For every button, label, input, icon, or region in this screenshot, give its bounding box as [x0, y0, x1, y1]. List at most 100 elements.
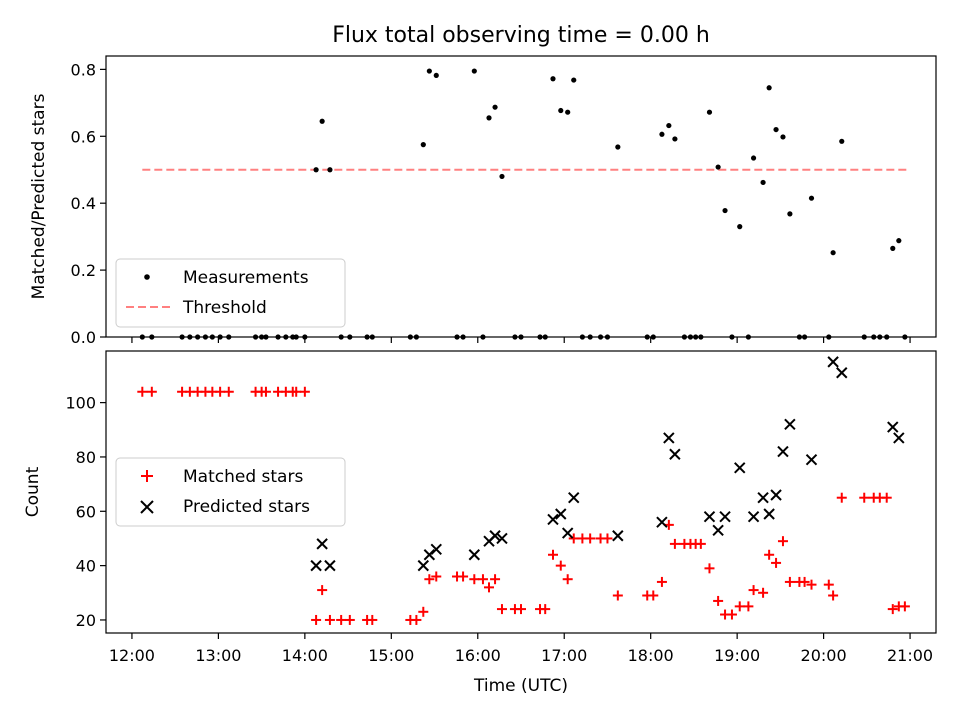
- matched-star-point: [547, 549, 558, 560]
- matched-star-point: [299, 386, 310, 397]
- measurement-point: [313, 167, 319, 173]
- matched-star-point: [726, 609, 737, 620]
- matched-star-point: [748, 585, 759, 596]
- matched-star-point: [555, 560, 566, 571]
- predicted-star-point: [430, 543, 442, 556]
- predicted-star-point: [893, 432, 905, 444]
- matched-star-point: [585, 533, 596, 544]
- predicted-star-point: [703, 511, 716, 523]
- matched-star-point: [367, 614, 378, 625]
- measurement-point: [672, 136, 678, 142]
- count-y-tick-label: 60: [76, 502, 96, 521]
- predicted-star-point: [310, 559, 322, 572]
- predicted-star-point: [784, 418, 796, 431]
- matched-star-point: [260, 386, 271, 397]
- count-y-tick-label: 100: [65, 394, 96, 413]
- ratio-legend-box: [115, 258, 346, 328]
- matched-star-point: [490, 574, 501, 585]
- predicted-star-point: [568, 491, 580, 504]
- matched-star-point: [764, 549, 775, 560]
- measurement-point: [808, 195, 815, 201]
- matched-star-point: [713, 595, 724, 606]
- measurements-legend-marker: [144, 274, 150, 280]
- x-tick-label: 16:00: [455, 646, 501, 665]
- matched-star-point: [431, 571, 442, 582]
- matched-star-point: [881, 492, 892, 503]
- measurement-point: [426, 68, 432, 74]
- x-tick-label: 15:00: [368, 646, 414, 665]
- measurement-point: [327, 167, 333, 173]
- matched-star-point: [411, 614, 422, 625]
- matched-star-point: [859, 492, 870, 503]
- ratio-panel: 0.00.20.40.60.8 Matched/Predicted stars …: [29, 55, 937, 347]
- matched-star-point: [743, 601, 754, 612]
- matched-star-point: [784, 576, 795, 587]
- measurement-point: [773, 126, 779, 133]
- matched-star-point: [799, 576, 810, 587]
- x-tick-label: 13:00: [195, 646, 241, 665]
- measurement-point: [571, 77, 577, 83]
- measurement-point: [760, 179, 766, 186]
- count-y-tick-label: 20: [76, 611, 96, 630]
- measurement-point: [890, 245, 896, 251]
- matched-star-point: [317, 585, 328, 596]
- matched-star-point: [469, 574, 480, 585]
- x-tick-label: 20:00: [801, 646, 847, 665]
- matched-star-point: [771, 557, 782, 568]
- matched-star-point: [562, 574, 573, 585]
- predicted-star-point: [887, 421, 899, 433]
- matched-star-point: [516, 604, 526, 615]
- count-legend-box: [115, 457, 346, 527]
- predicted-star-point: [656, 516, 668, 528]
- ratio-axes-frame: [105, 55, 937, 338]
- predicted-legend-marker: [140, 500, 154, 514]
- predicted-star-point: [757, 491, 769, 504]
- measurement-point: [471, 68, 477, 74]
- matched-star-point: [344, 614, 355, 625]
- x-tick-label: 21:00: [887, 646, 933, 665]
- predicted-star-point: [669, 448, 681, 460]
- count-axes-frame: [105, 350, 937, 634]
- predicted-star-point: [770, 489, 782, 501]
- matched-star-point: [418, 606, 429, 617]
- predicted-star-point: [612, 530, 624, 542]
- predicted-star-point: [417, 559, 430, 572]
- matched-star-point: [311, 614, 322, 625]
- measurement-point: [492, 104, 498, 110]
- count-legend: Matched stars Predicted stars: [115, 457, 346, 527]
- matched-star-point: [669, 538, 680, 549]
- measurement-point: [787, 211, 793, 217]
- matched-star-point: [496, 604, 507, 615]
- measurement-point: [896, 238, 902, 244]
- matched-star-point: [656, 576, 667, 587]
- matched-star-point: [777, 536, 788, 547]
- measurements-legend-label: Measurements: [183, 268, 309, 288]
- predicted-star-point: [836, 367, 848, 379]
- matched-star-point: [146, 386, 157, 397]
- measurement-point: [615, 144, 621, 150]
- predicted-star-point: [468, 549, 481, 561]
- predicted-star-point: [805, 453, 818, 466]
- measurement-point: [737, 224, 743, 230]
- x-tick-label: 19:00: [714, 646, 760, 665]
- measurement-point: [766, 85, 772, 91]
- predicted-star-point: [423, 549, 436, 561]
- measurement-point: [750, 155, 757, 161]
- predicted-star-point: [777, 445, 789, 458]
- count-panel: 20 40 60 80 100 Count Matched stars Predicte…: [23, 350, 937, 634]
- matched-star-point: [215, 386, 226, 397]
- ratio-y-tick-label: 0.8: [71, 60, 96, 79]
- measurement-point: [558, 107, 564, 114]
- matched-star-point: [484, 582, 495, 593]
- matched-star-point: [424, 574, 435, 585]
- matched-star-point: [291, 386, 302, 397]
- matched-legend-marker: [141, 470, 153, 482]
- matched-star-point: [458, 571, 469, 582]
- predicted-star-point: [324, 559, 336, 572]
- count-y-tick-label: 40: [76, 557, 96, 576]
- measurement-point: [715, 164, 721, 170]
- matched-star-point: [602, 533, 613, 544]
- matched-star-point: [695, 538, 706, 549]
- measurement-point: [666, 122, 672, 129]
